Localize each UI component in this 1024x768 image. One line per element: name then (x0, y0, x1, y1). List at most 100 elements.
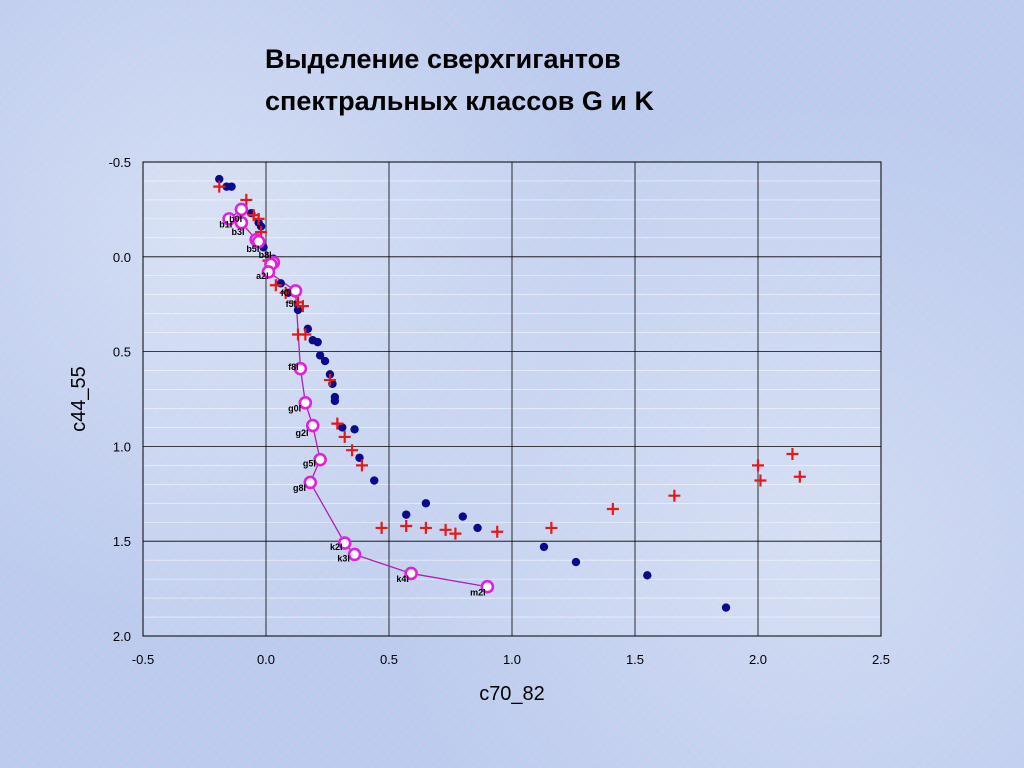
data-point-dot (227, 182, 236, 191)
y-tick-label: 2.0 (113, 629, 131, 644)
y-tick-label: -0.5 (109, 155, 131, 170)
data-point-dot (215, 174, 224, 184)
data-point-ring (404, 566, 418, 581)
x-axis-label: c70_82 (479, 683, 545, 705)
point-label: g8I (293, 483, 306, 493)
point-label: f5I (286, 299, 297, 309)
data-point-ring (303, 475, 318, 490)
data-point-plus (299, 328, 312, 341)
data-point-plus (419, 521, 432, 534)
y-tick-label: 0.0 (113, 250, 131, 265)
data-point-plus (375, 521, 388, 534)
point-label: b8I (259, 250, 272, 260)
y-tick-label: 1.5 (113, 534, 131, 549)
x-tick-label: 2.5 (872, 652, 890, 667)
data-point-plus (240, 193, 253, 206)
data-point-plus (606, 502, 619, 515)
point-label: k3I (337, 553, 350, 563)
point-label: b1I (219, 220, 232, 230)
data-point-ring (298, 395, 313, 410)
data-point-plus (439, 523, 452, 536)
plot-frame (142, 161, 882, 637)
point-label: f0I (281, 288, 292, 298)
x-tick-label: 0.0 (257, 652, 275, 667)
point-label: k2I (330, 542, 343, 552)
data-point-ring (347, 547, 362, 562)
data-point-dot (571, 557, 581, 567)
data-point-dot (320, 356, 330, 366)
point-label: b0I (229, 214, 242, 224)
data-point-dot (315, 351, 325, 360)
y-tick-label: 0.5 (113, 345, 131, 360)
data-point-plus (296, 300, 309, 313)
data-point-plus (668, 489, 681, 502)
x-axis-ticks: -0.5 0.0 0.5 1.0 1.5 2.0 2.5 (132, 652, 890, 667)
point-label: g2I (296, 428, 309, 438)
x-tick-label: 0.5 (380, 652, 398, 667)
data-point-plus (355, 459, 368, 472)
data-point-ring (305, 418, 320, 433)
chart-title: Выделение сверхгигантов спектральных кла… (265, 38, 825, 122)
data-point-plus (793, 470, 806, 483)
data-point-dot (402, 510, 411, 519)
data-point-dot (539, 542, 549, 552)
data-point-ring (293, 361, 308, 376)
data-point-ring (337, 536, 352, 550)
data-point-dot (721, 603, 731, 612)
point-label: b5I (246, 244, 259, 254)
data-point-plus (754, 474, 767, 487)
data-point-dot (473, 523, 482, 533)
x-tick-label: 2.0 (749, 652, 767, 667)
data-point-plus (449, 527, 462, 540)
data-point-dot (313, 337, 322, 347)
y-tick-label: 1.0 (113, 439, 131, 454)
point-label: g0I (288, 403, 301, 413)
data-point-plus (752, 459, 764, 472)
point-label: k4I (396, 574, 409, 584)
data-point-ring (234, 202, 249, 217)
point-label: g5I (303, 458, 316, 468)
data-point-ring (288, 284, 303, 298)
data-point-ring (234, 215, 249, 230)
data-point-dot (293, 305, 303, 315)
data-point-dot (350, 425, 359, 434)
title-line-2: спектральных классов G и K (265, 86, 654, 116)
x-tick-label: -0.5 (132, 652, 154, 667)
plus-series (213, 180, 806, 540)
data-point-plus (545, 521, 558, 534)
point-label: m2I (470, 587, 486, 597)
data-point-plus (213, 180, 226, 193)
data-point-plus (491, 525, 504, 538)
y-axis-ticks: -0.5 0.0 0.5 1.0 1.5 2.0 (109, 155, 131, 644)
data-point-dot (330, 396, 340, 406)
data-point-dot (338, 423, 347, 432)
data-point-plus (338, 430, 351, 443)
x-tick-label: 1.5 (626, 652, 644, 667)
point-label: a2I (256, 271, 269, 281)
data-point-plus (400, 520, 413, 533)
data-point-plus (331, 417, 344, 430)
data-point-ring (313, 452, 327, 467)
data-point-dot (458, 512, 467, 521)
data-point-plus (346, 444, 359, 457)
data-point-ring (251, 234, 266, 249)
data-point-plus (323, 374, 336, 387)
data-point-ring (480, 579, 495, 594)
x-tick-label: 1.0 (503, 652, 521, 667)
ring-series (222, 202, 495, 594)
data-point-plus (786, 447, 799, 460)
point-label: f8I (288, 362, 299, 372)
point-label: b3I (232, 227, 245, 237)
data-point-ring (222, 212, 236, 226)
y-axis-label: c44_55 (68, 366, 90, 432)
data-point-dot (370, 476, 379, 485)
data-point-dot (643, 571, 652, 580)
dot-series (215, 174, 731, 612)
data-point-dot (421, 499, 431, 508)
data-point-ring (261, 265, 276, 279)
data-point-plus (252, 212, 265, 225)
title-line-1: Выделение сверхгигантов (265, 44, 621, 74)
data-point-plus (269, 279, 282, 292)
